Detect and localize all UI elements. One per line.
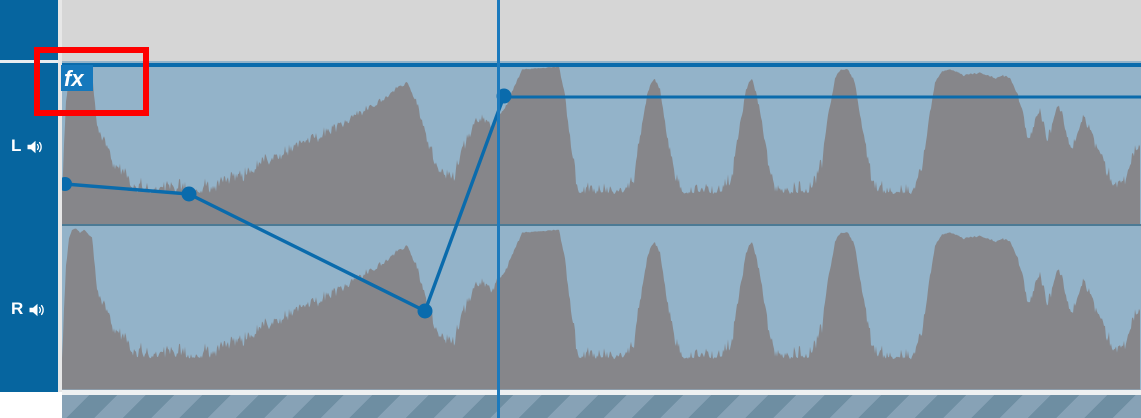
svg-text:fx: fx	[64, 66, 84, 91]
